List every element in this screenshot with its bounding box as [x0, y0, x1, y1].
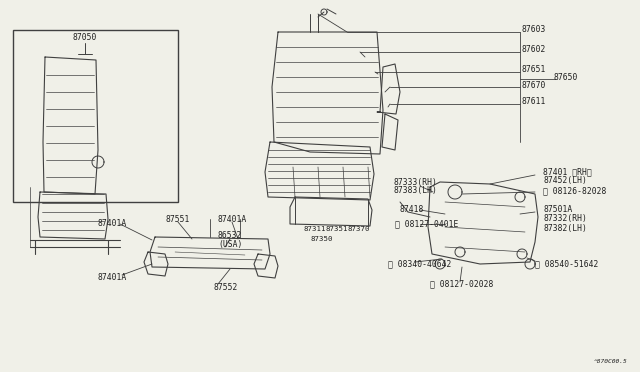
Text: 87552: 87552 [213, 282, 237, 292]
Text: (USA): (USA) [218, 240, 243, 248]
Text: 87418: 87418 [400, 205, 424, 214]
Text: Ⓢ 08540-51642: Ⓢ 08540-51642 [535, 260, 598, 269]
Text: 87401A: 87401A [97, 273, 126, 282]
Text: 87333(RH): 87333(RH) [393, 177, 437, 186]
Text: Ⓑ 08127-0401E: Ⓑ 08127-0401E [395, 219, 458, 228]
Text: 87650: 87650 [554, 73, 579, 81]
Text: 87351: 87351 [325, 226, 348, 232]
Text: 87050: 87050 [73, 32, 97, 42]
Text: Ⓑ 08127-02028: Ⓑ 08127-02028 [430, 279, 493, 289]
Text: 87501A: 87501A [543, 205, 572, 214]
Text: Ⓢ 08340-40642: Ⓢ 08340-40642 [388, 260, 451, 269]
Bar [13, 30, 178, 202]
Text: 87551: 87551 [165, 215, 189, 224]
Text: Ⓑ 08126-82028: Ⓑ 08126-82028 [543, 186, 606, 196]
Text: 87603: 87603 [522, 26, 547, 35]
Text: 87452(LH): 87452(LH) [543, 176, 587, 186]
Text: 87383(LH): 87383(LH) [393, 186, 437, 196]
Text: 87401 〈RH〉: 87401 〈RH〉 [543, 167, 592, 176]
Text: 87611: 87611 [522, 97, 547, 106]
Text: ^870C00.5: ^870C00.5 [595, 359, 628, 364]
Text: 87350: 87350 [311, 236, 333, 242]
Text: 87602: 87602 [522, 45, 547, 55]
Text: 87370: 87370 [347, 226, 369, 232]
Text: 87670: 87670 [522, 80, 547, 90]
Text: 87382(LH): 87382(LH) [543, 224, 587, 234]
Text: 87401A: 87401A [218, 215, 247, 224]
Text: 87651: 87651 [522, 65, 547, 74]
Text: 87332(RH): 87332(RH) [543, 215, 587, 224]
Text: 87401A: 87401A [97, 219, 126, 228]
Text: 87311: 87311 [303, 226, 326, 232]
Text: 86532: 86532 [218, 231, 243, 241]
